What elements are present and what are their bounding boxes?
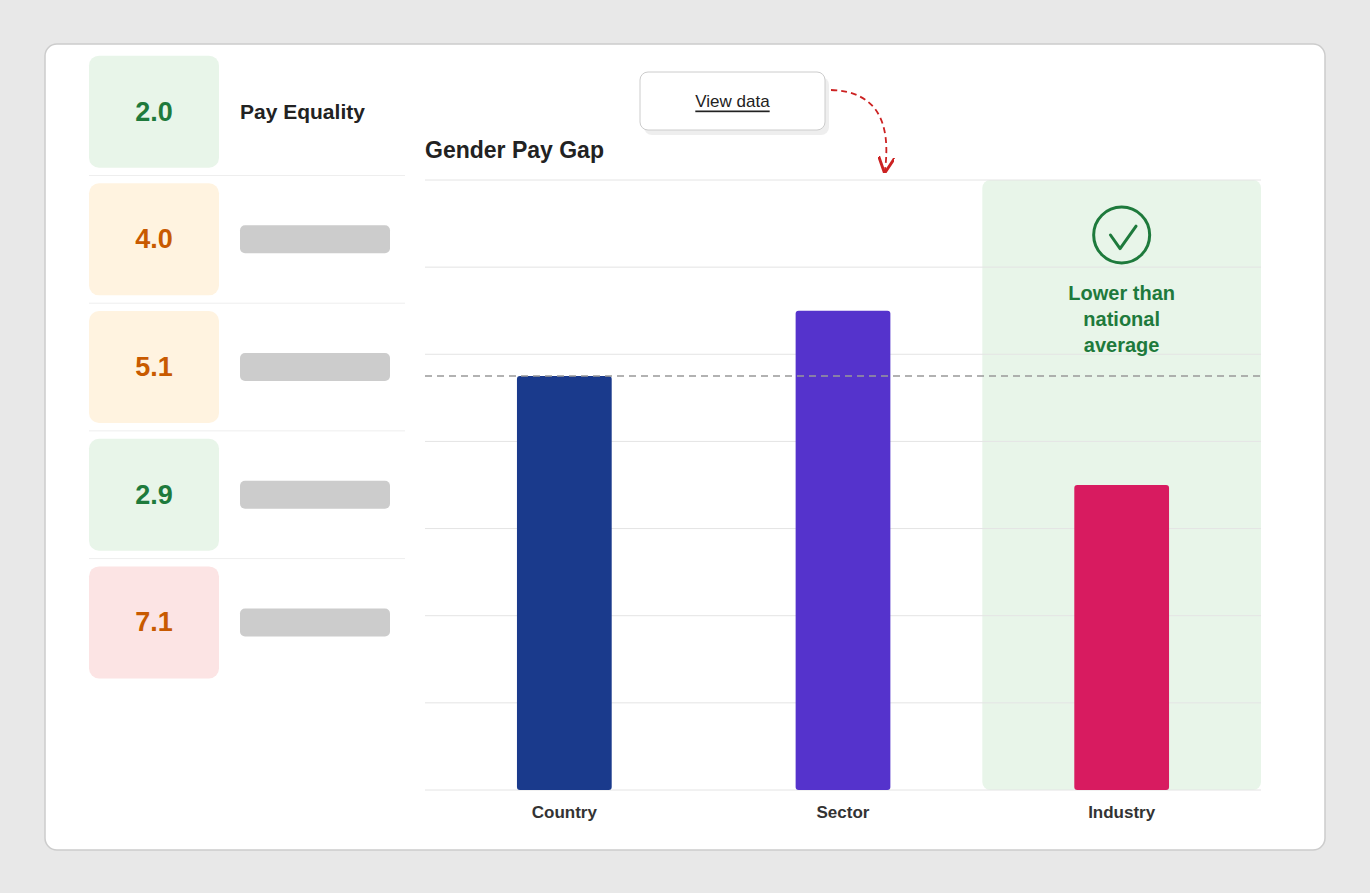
highlight-text: Lower than national average xyxy=(1068,282,1175,356)
bar xyxy=(1074,485,1169,790)
page: 2.0 Pay Equality 4.0 5.1 2.9 7.1 Gender Pay Ga… xyxy=(0,0,1370,893)
x-tick-label: Country xyxy=(532,803,598,822)
separator xyxy=(89,175,405,176)
x-tick-label: Sector xyxy=(817,803,870,822)
separator xyxy=(89,558,405,559)
chart-svg: 2.0 Pay Equality 4.0 5.1 2.9 7.1 Gender Pay Ga… xyxy=(0,0,1370,893)
scorecard: 2.0 Pay Equality 4.0 5.1 2.9 7.1 xyxy=(89,56,405,679)
check-circle xyxy=(1094,207,1150,263)
grid-line xyxy=(425,180,1261,181)
tooltip-arrow xyxy=(831,90,886,170)
grid-line xyxy=(425,267,1261,268)
placeholder-bar xyxy=(240,481,390,509)
x-tick-label: Industry xyxy=(1088,803,1156,822)
score-label: 4.0 xyxy=(135,224,173,254)
bar xyxy=(517,376,612,790)
highlight-text-line: national xyxy=(1083,308,1160,330)
tooltip-text[interactable]: View data xyxy=(695,92,770,111)
score-badge xyxy=(89,183,219,295)
separator xyxy=(89,303,405,304)
highlight-text-line: average xyxy=(1084,334,1160,356)
highlight-text-line: Lower than xyxy=(1068,282,1175,304)
score-label: 2.9 xyxy=(135,480,173,510)
score-label: 5.1 xyxy=(135,352,173,382)
separator xyxy=(89,430,405,431)
highlight-band xyxy=(982,180,1261,790)
score-badge xyxy=(89,311,219,423)
score-badge xyxy=(89,566,219,678)
score-badge xyxy=(89,439,219,551)
placeholder-bar xyxy=(240,353,390,381)
card xyxy=(45,44,1325,850)
placeholder-bar xyxy=(240,608,390,636)
reference-line xyxy=(425,375,1261,377)
bar xyxy=(796,311,891,790)
chart-title: Gender Pay Gap xyxy=(425,137,604,163)
check-mark xyxy=(1110,226,1136,248)
grid xyxy=(425,180,1261,790)
placeholder-bar xyxy=(240,225,390,253)
bars xyxy=(425,311,1261,790)
score-title: Pay Equality xyxy=(240,100,365,123)
score-label: 2.0 xyxy=(135,97,173,127)
score-label: 7.1 xyxy=(135,607,173,637)
score-badge xyxy=(89,56,219,168)
tooltip-box xyxy=(640,72,825,130)
